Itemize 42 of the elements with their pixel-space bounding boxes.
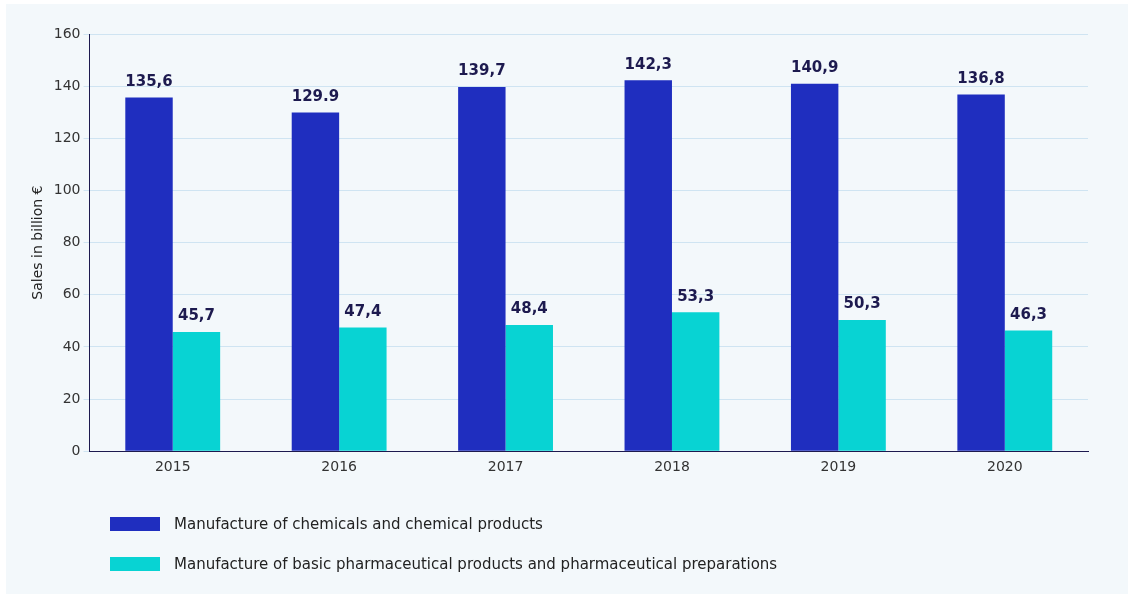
y-tick-label: 160 [53,24,81,41]
y-axis-title: Sales in billion € [29,185,46,300]
bar [624,80,672,451]
bar [458,86,506,451]
legend-label: Manufacture of chemicals and chemical products [174,515,543,533]
bar [339,327,387,451]
x-tick-label: 2020 [986,458,1023,475]
data-label: 139,7 [458,61,506,80]
y-tick-label: 100 [53,181,81,198]
data-label: 142,3 [624,54,672,73]
data-label: 45,7 [177,306,215,325]
x-tick-label: 2016 [321,458,358,475]
y-tick-label: 20 [62,389,81,406]
bar [838,320,886,451]
x-tick-label: 2015 [154,458,191,475]
legend-label: Manufacture of basic pharmaceutical products and pharmaceutical preparations [174,555,778,573]
bar [505,325,553,451]
x-tick-label: 2017 [487,458,524,475]
bar [957,94,1005,451]
bar [671,312,720,451]
data-label: 46,3 [1010,304,1048,323]
y-tick-label: 120 [53,128,81,145]
y-tick-label: 0 [71,441,81,458]
data-label: 47,4 [344,302,382,320]
y-tick-label: 60 [62,285,81,302]
bar [291,112,340,451]
bar [790,83,839,451]
data-label: 48,4 [510,299,548,318]
data-label: 135,6 [125,72,173,91]
data-label: 129.9 [291,86,340,105]
bar [1004,330,1053,451]
data-label: 136,8 [957,68,1005,87]
y-tick-label: 80 [62,233,81,250]
x-tick-label: 2019 [820,458,857,475]
y-tick-label: 140 [53,76,81,93]
data-label: 140,9 [790,58,839,77]
y-tick-label: 40 [62,337,81,354]
data-label: 50,3 [843,294,881,313]
x-tick-label: 2018 [654,458,690,475]
bar [172,332,221,451]
bar [125,97,173,451]
data-label: 53,3 [677,286,715,305]
